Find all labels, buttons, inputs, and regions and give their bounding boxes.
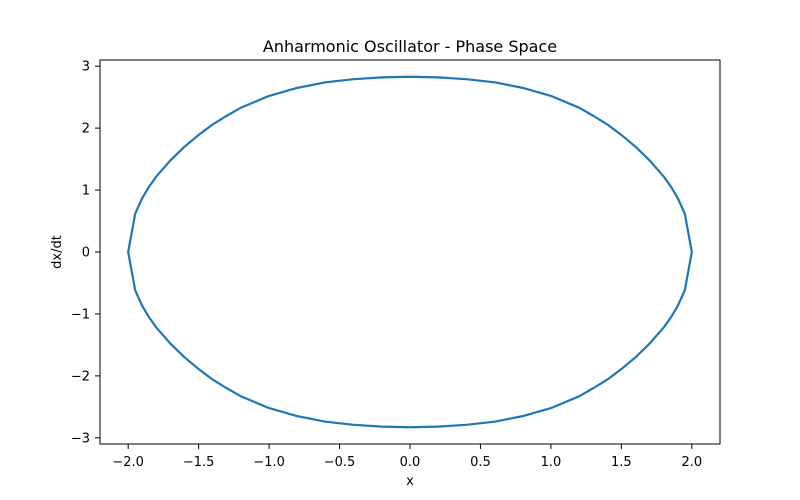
x-axis-label: x <box>406 474 414 489</box>
x-tick-label: 2.0 <box>681 455 702 470</box>
x-tick-label: −1.0 <box>253 455 285 470</box>
x-tick-label: −0.5 <box>324 455 356 470</box>
x-tick-label: 0.5 <box>470 455 491 470</box>
y-tick-label: 3 <box>82 60 90 75</box>
x-tick-label: 1.5 <box>611 455 632 470</box>
y-tick-label: 0 <box>82 246 90 261</box>
phase-trajectory-line <box>127 75 693 429</box>
x-tick-label: −2.0 <box>112 455 144 470</box>
y-tick-label: 2 <box>82 122 90 137</box>
x-tick-label: 1.0 <box>541 455 562 470</box>
series-layer <box>127 75 693 429</box>
y-tick-label: −3 <box>71 431 90 446</box>
chart-title: Anharmonic Oscillator - Phase Space <box>263 37 557 56</box>
y-tick-label: −1 <box>71 307 90 322</box>
y-axis-label: dx/dt <box>50 235 65 269</box>
plot-area <box>99 59 721 445</box>
x-axis-ticks: −2.0 −1.5 −1.0 −0.5 0.0 0.5 1.0 1.5 2.0 <box>112 444 702 470</box>
y-tick-label: −2 <box>71 369 90 384</box>
x-tick-label: 0.0 <box>400 455 421 470</box>
x-tick-label: −1.5 <box>183 455 215 470</box>
y-tick-label: 1 <box>82 184 90 199</box>
y-axis-ticks: −3 −2 −1 0 1 2 3 <box>71 60 100 446</box>
